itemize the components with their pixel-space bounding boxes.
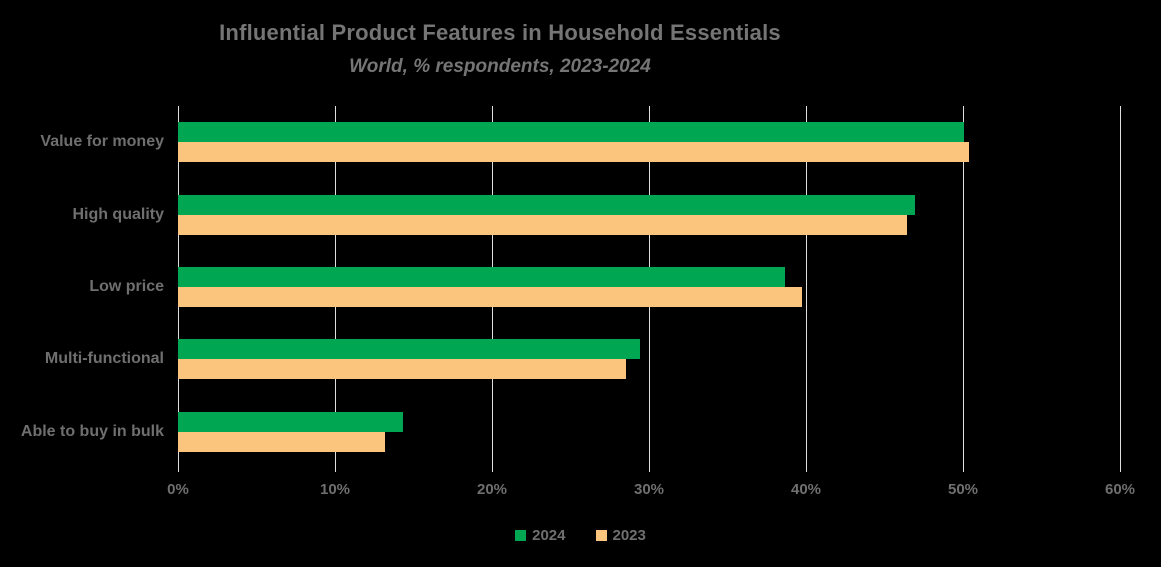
bar-row: [178, 396, 1121, 468]
category-label: Able to buy in bulk: [20, 422, 164, 440]
legend: 2024 2023: [0, 527, 1161, 544]
legend-item-2023: 2023: [595, 527, 646, 544]
bar-2024: [178, 339, 641, 360]
category-label: Value for money: [40, 133, 164, 151]
gridline-40%: [806, 106, 807, 472]
bar-2023: [178, 431, 386, 452]
chart-title: Influential Product Features in Househol…: [219, 20, 781, 45]
x-axis: 0% 10% 20% 30% 40% 50% 60%: [0, 481, 1161, 503]
bar-2024: [178, 411, 403, 432]
bar-2023: [178, 142, 969, 163]
bar-rows: [178, 106, 1121, 468]
category-label: Low price: [89, 278, 164, 296]
bar-2024: [178, 122, 964, 143]
x-tick-label: 40%: [790, 481, 822, 498]
bar-2023: [178, 214, 908, 235]
x-tick-label: 20%: [476, 481, 508, 498]
legend-label: 2024: [532, 527, 566, 544]
legend-item-2024: 2024: [515, 527, 566, 544]
x-tick-label: 30%: [633, 481, 665, 498]
bar-row: [178, 106, 1121, 178]
legend-label: 2023: [612, 527, 646, 544]
x-tick-label: 0%: [167, 481, 189, 498]
x-tick-label: 10%: [319, 481, 351, 498]
legend-swatch-icon: [595, 530, 607, 541]
chart-header: Influential Product Features in Househol…: [0, 20, 1000, 78]
bar-row: [178, 178, 1121, 250]
bar-2023: [178, 287, 802, 308]
bar-2024: [178, 267, 785, 288]
x-tick-label: 50%: [947, 481, 979, 498]
bar-row: [178, 251, 1121, 323]
gridline-60%: [1120, 106, 1121, 472]
x-tick-label: 60%: [1104, 481, 1136, 498]
bar-2023: [178, 359, 626, 380]
legend-swatch-icon: [515, 530, 527, 541]
bar-row: [178, 323, 1121, 395]
category-label: Multi-functional: [44, 350, 164, 368]
bar-2024: [178, 194, 916, 215]
category-labels: Value for money High quality Low price Mult…: [0, 106, 164, 468]
category-label: High quality: [72, 205, 164, 223]
gridline-50%: [963, 106, 964, 472]
chart-subtitle: World, % respondents, 2023-2024: [349, 56, 651, 77]
